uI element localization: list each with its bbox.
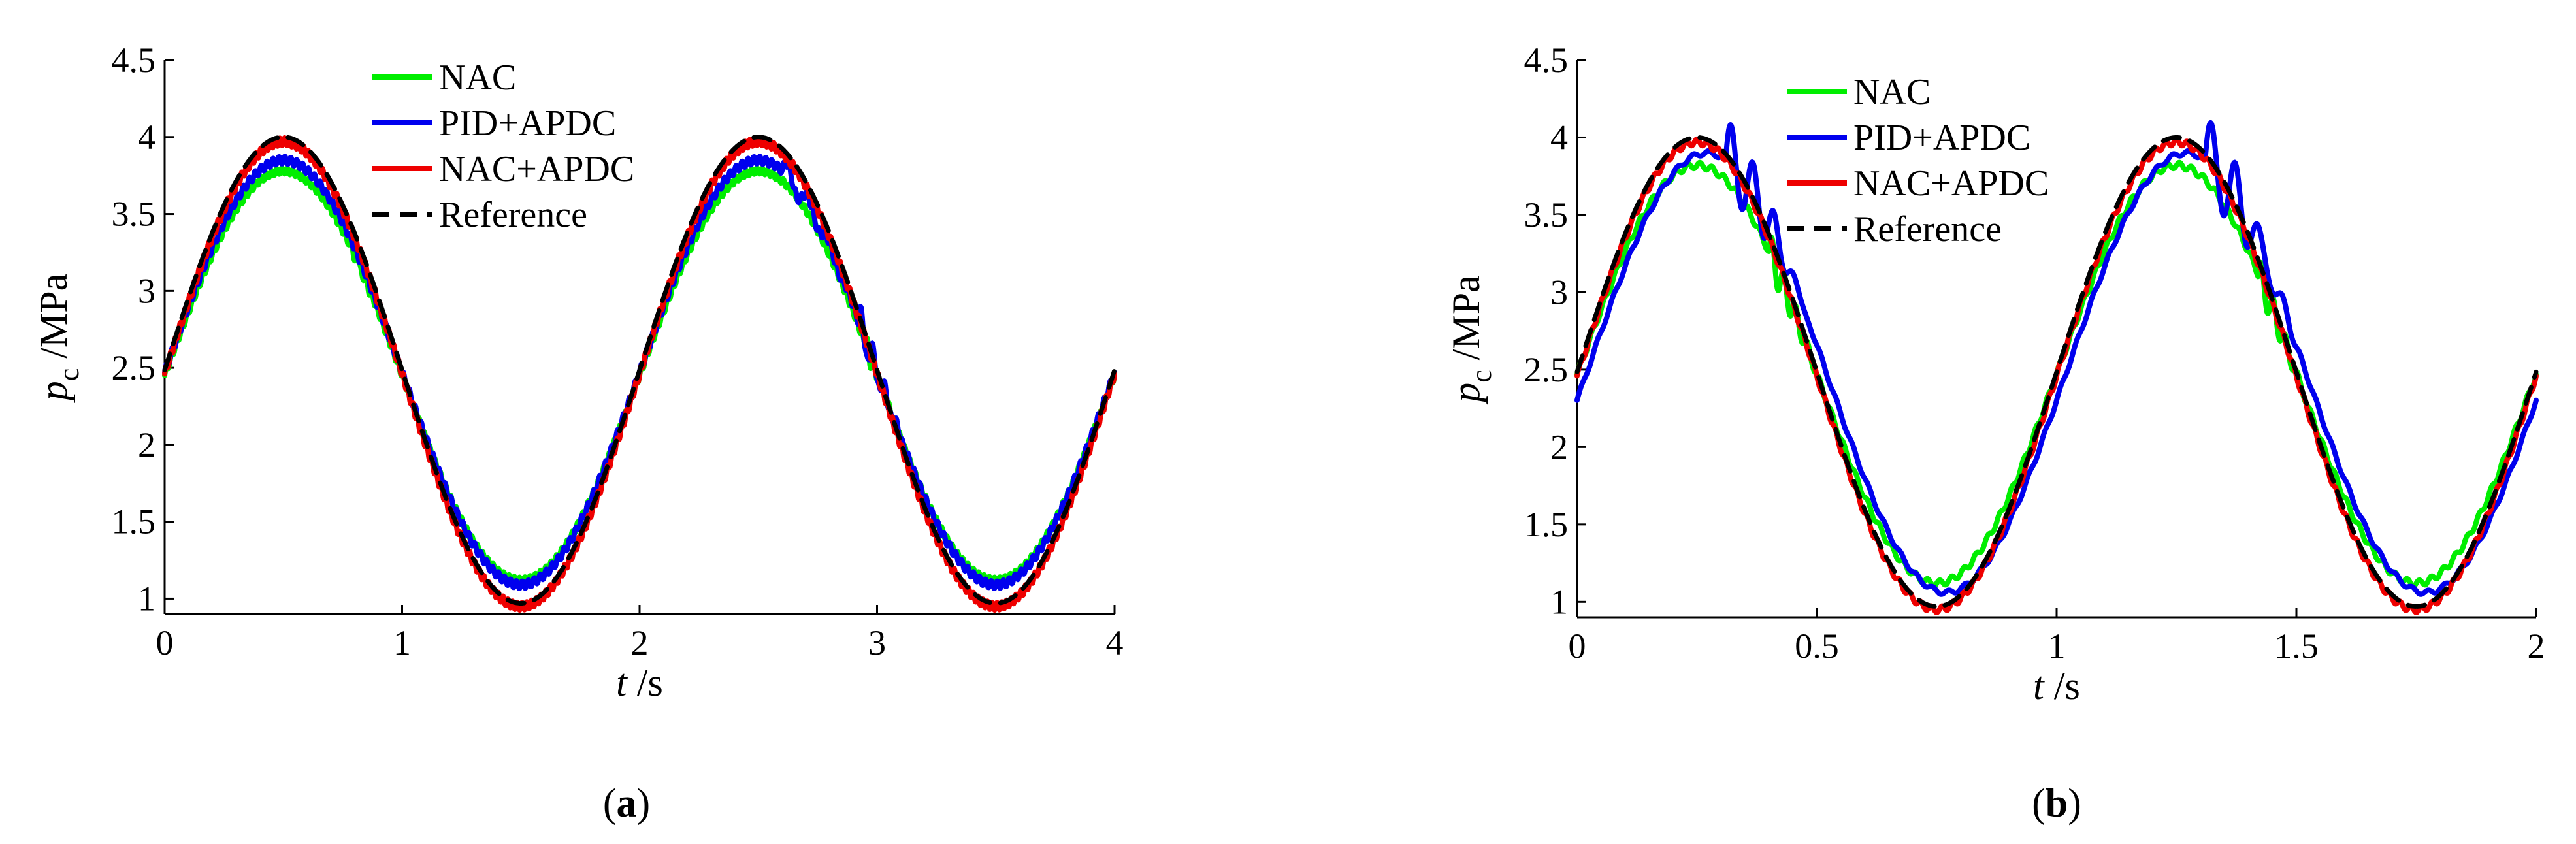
y-tick-label: 2 <box>138 425 155 464</box>
x-tick-label: 1.5 <box>2274 626 2319 666</box>
y-tick-label: 4.5 <box>112 41 156 80</box>
y-tick-label: 1.5 <box>112 502 156 542</box>
legend: NAC PID+APDC NAC+APDC Reference <box>1787 72 2049 250</box>
x-tick-label: 2 <box>2528 626 2545 666</box>
x-tick-label: 3 <box>868 623 886 662</box>
x-tick-label: 1 <box>393 623 411 662</box>
y-tick-label: 3 <box>138 271 155 310</box>
x-tick-label: 0 <box>1569 626 1586 666</box>
chart-panel-b: 0 0.5 1 1.5 2 1 1.5 2 2.5 3 3.5 4 4.5 t /s pc /MPa NAC P… <box>1444 41 2545 826</box>
x-tick-label: 4 <box>1106 623 1124 662</box>
y-tick-label: 4 <box>138 118 155 157</box>
legend-label: Reference <box>439 195 587 235</box>
x-tick-label: 2 <box>631 623 649 662</box>
x-tick-label: 0.5 <box>1795 626 1839 666</box>
legend-label: NAC <box>439 57 516 98</box>
y-axis-label: pc /MPa <box>32 274 85 404</box>
chart-panel-a: 0 1 2 3 411.522.533.544.5t /spc /MPaNACPID+A… <box>32 41 1124 826</box>
x-axis-label: t /s <box>2033 664 2080 707</box>
legend-label: NAC <box>1853 72 1931 112</box>
series-line-pid-apdc <box>1574 120 2539 597</box>
series-line-reference <box>162 135 1117 606</box>
x-tick-label: 1 <box>2048 626 2066 666</box>
y-tick-label: 1.5 <box>1524 505 1569 544</box>
legend-label: NAC+APDC <box>439 149 634 189</box>
y-tick-label: 4 <box>1550 118 1568 157</box>
panel-label: (a) <box>603 781 650 826</box>
y-tick-label: 3 <box>1550 272 1568 312</box>
legend-label: PID+APDC <box>1853 118 2030 158</box>
x-tick-label: 0 <box>156 623 174 662</box>
y-tick-label: 2.5 <box>1524 350 1569 389</box>
y-axis-label: pc /MPa <box>1444 275 1497 405</box>
y-tick-label: 3.5 <box>112 195 156 234</box>
y-tick-label: 1 <box>138 579 155 618</box>
x-axis-label: t /s <box>616 661 663 704</box>
legend: NAC PID+APDC NAC+APDC Reference <box>372 57 634 235</box>
series-line-reference <box>1574 135 2539 609</box>
panel-label: (b) <box>2032 781 2081 826</box>
legend-label: PID+APDC <box>439 103 616 144</box>
legend-label: Reference <box>1853 209 2002 250</box>
y-tick-label: 2 <box>1550 427 1568 466</box>
y-tick-label: 4.5 <box>1524 41 1569 80</box>
y-tick-label: 2.5 <box>112 348 156 387</box>
y-tick-label: 3.5 <box>1524 195 1569 235</box>
legend-label: NAC+APDC <box>1853 163 2049 204</box>
y-tick-label: 1 <box>1550 582 1568 621</box>
